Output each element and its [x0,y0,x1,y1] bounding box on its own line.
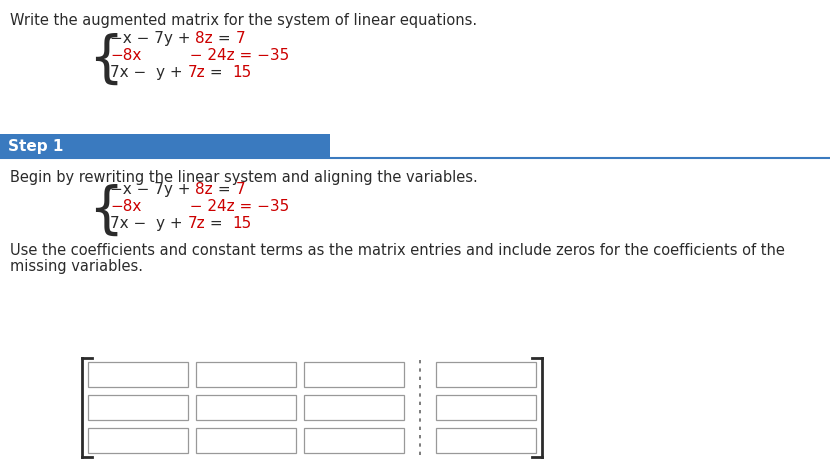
Text: {: { [88,33,124,87]
Text: −x − 7y +: −x − 7y + [110,182,195,197]
Bar [196,395,296,420]
Text: {: { [88,184,124,238]
Text: 7x −  y +: 7x − y + [110,65,188,80]
Text: − 24z = −35: − 24z = −35 [141,48,290,63]
Bar [196,428,296,453]
Text: 8z: 8z [195,182,213,197]
Bar [88,395,188,420]
Bar [88,428,188,453]
Text: =: = [213,182,236,197]
Bar [0,134,330,158]
Text: 7x −  y +: 7x − y + [110,216,188,231]
Text: −x − 7y +: −x − 7y + [110,31,195,46]
Text: Write the augmented matrix for the system of linear equations.: Write the augmented matrix for the syste… [10,13,477,28]
Text: − 24z = −35: − 24z = −35 [141,199,290,214]
Text: Begin by rewriting the linear system and aligning the variables.: Begin by rewriting the linear system and… [10,170,478,185]
Text: =: = [205,65,232,80]
Text: 7z: 7z [188,216,205,231]
Text: −8x: −8x [110,48,141,63]
Text: 7: 7 [236,182,245,197]
Bar [304,428,404,453]
Bar [304,395,404,420]
Bar [436,362,536,387]
Text: 7z: 7z [188,65,205,80]
Text: missing variables.: missing variables. [10,259,143,274]
Text: 7: 7 [236,31,245,46]
Text: Use the coefficients and constant terms as the matrix entries and include zeros : Use the coefficients and constant terms … [10,243,785,258]
Text: Step 1: Step 1 [8,139,63,154]
Text: 15: 15 [232,65,251,80]
Text: 8z: 8z [195,31,213,46]
Bar [436,395,536,420]
Text: 15: 15 [232,216,251,231]
Text: =: = [205,216,232,231]
Bar [88,362,188,387]
Bar [304,362,404,387]
Text: =: = [213,31,236,46]
Text: −8x: −8x [110,199,141,214]
Bar [196,362,296,387]
Bar [436,428,536,453]
